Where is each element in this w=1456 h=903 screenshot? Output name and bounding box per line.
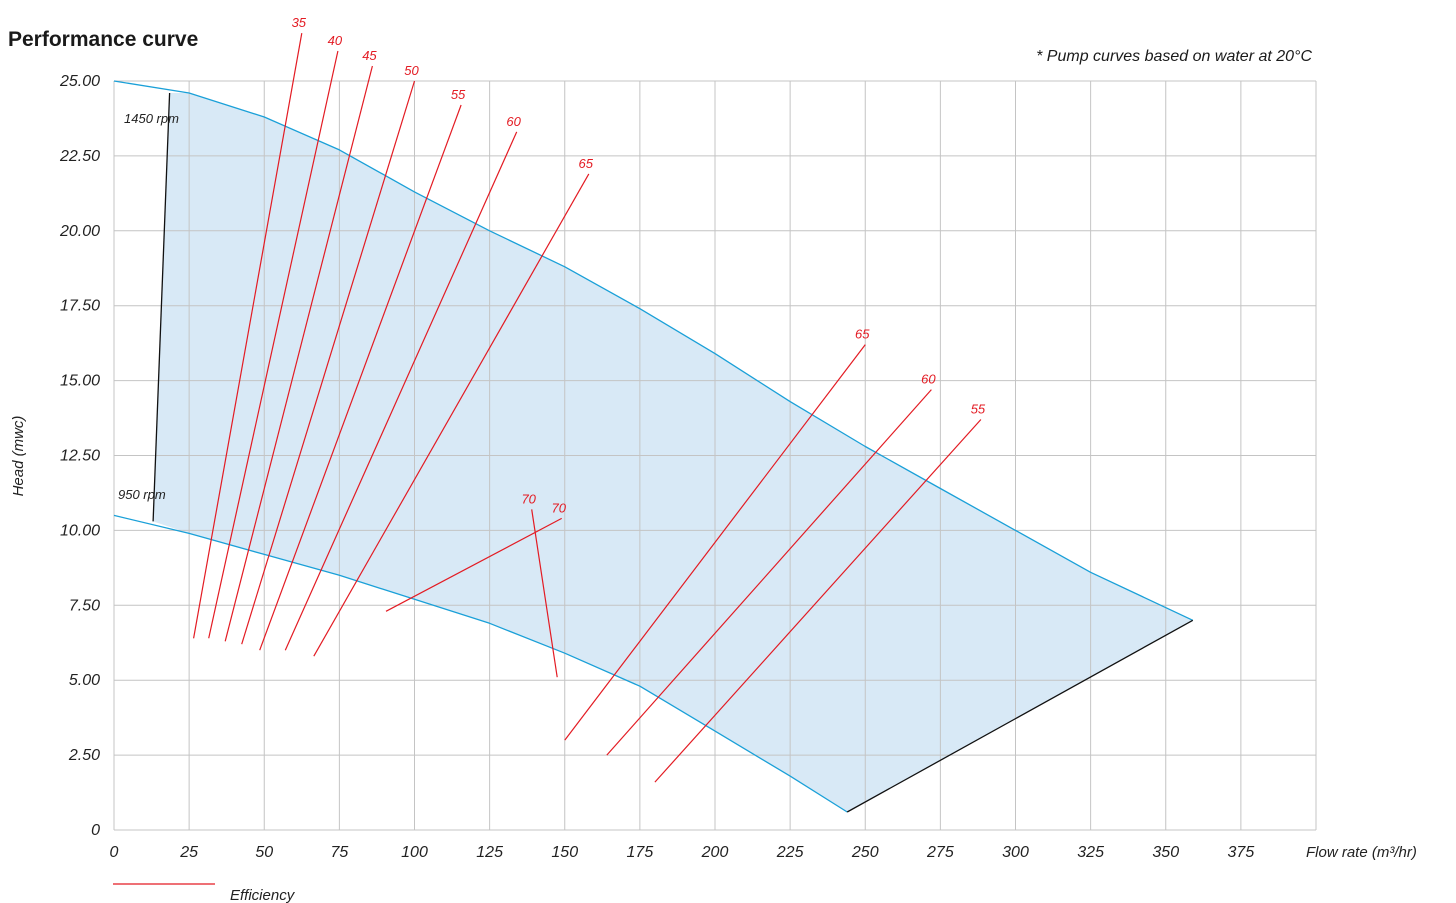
- x-tick-label: 50: [255, 844, 273, 861]
- limit-line: [152, 92, 171, 522]
- x-tick-label: 225: [776, 844, 804, 861]
- efficiency-label: 40: [328, 33, 343, 48]
- x-tick-label: 150: [551, 844, 578, 861]
- x-tick-label: 275: [926, 844, 954, 861]
- y-tick-label: 7.50: [69, 597, 100, 614]
- y-tick-label: 20.00: [59, 223, 100, 240]
- y-tick-label: 15.00: [60, 373, 100, 390]
- efficiency-line: [606, 389, 932, 756]
- pump-curve-950-rpm: [113, 514, 848, 813]
- efficiency-label: 55: [451, 87, 466, 102]
- efficiency-label: 45: [362, 48, 377, 63]
- y-axis-title: Head (mwc): [10, 416, 27, 497]
- efficiency-line: [241, 80, 416, 645]
- x-tick-label: 250: [851, 844, 879, 861]
- x-tick-label: 300: [1002, 844, 1029, 861]
- y-tick-label: 25.00: [59, 73, 100, 90]
- y-tick-label: 10.00: [60, 522, 100, 539]
- x-tick-label: 375: [1228, 844, 1255, 861]
- efficiency-label: 70: [552, 500, 567, 515]
- efficiency-line: [284, 131, 518, 651]
- x-tick-label: 175: [627, 844, 654, 861]
- efficiency-line: [564, 344, 866, 741]
- y-tick-label: 22.50: [59, 148, 100, 165]
- y-tick-label: 17.50: [60, 298, 100, 315]
- x-tick-label: 325: [1077, 844, 1104, 861]
- x-tick-label: 0: [110, 844, 119, 861]
- efficiency-label: 55: [971, 402, 986, 417]
- y-tick-label: 2.50: [68, 747, 100, 764]
- efficiency-line: [208, 50, 339, 639]
- x-axis-title: Flow rate (m³/hr): [1306, 844, 1417, 861]
- x-tick-label: 350: [1152, 844, 1179, 861]
- efficiency-line: [224, 65, 373, 642]
- legend-efficiency-label: Efficiency: [230, 887, 296, 903]
- series-label-950-rpm: 950 rpm: [118, 487, 166, 502]
- chart-title: Performance curve: [8, 28, 199, 51]
- pump-curve-1450-rpm: [113, 80, 1194, 621]
- y-tick-label: 5.00: [69, 672, 100, 689]
- x-tick-label: 200: [701, 844, 729, 861]
- x-tick-label: 75: [330, 844, 348, 861]
- efficiency-label: 50: [404, 63, 419, 78]
- efficiency-line: [313, 173, 590, 657]
- efficiency-line: [654, 419, 982, 783]
- efficiency-line: [259, 104, 462, 651]
- x-tick-label: 125: [476, 844, 503, 861]
- efficiency-label: 60: [506, 114, 521, 129]
- efficiency-line: [531, 509, 558, 678]
- y-tick-label: 12.50: [60, 448, 100, 465]
- efficiency-label: 70: [521, 491, 536, 506]
- operating-region: [153, 93, 1193, 812]
- efficiency-label: 65: [579, 156, 594, 171]
- efficiency-line: [193, 32, 303, 639]
- efficiency-label: 65: [855, 327, 870, 342]
- efficiency-line: [385, 517, 562, 612]
- efficiency-label: 35: [292, 15, 307, 30]
- x-tick-label: 25: [179, 844, 198, 861]
- chart-note: * Pump curves based on water at 20°C: [1036, 48, 1312, 65]
- series-label-1450-rpm: 1450 rpm: [124, 111, 179, 126]
- x-tick-label: 100: [401, 844, 428, 861]
- y-tick-label: 0: [91, 822, 100, 839]
- efficiency-label: 60: [921, 372, 936, 387]
- limit-line: [846, 619, 1194, 813]
